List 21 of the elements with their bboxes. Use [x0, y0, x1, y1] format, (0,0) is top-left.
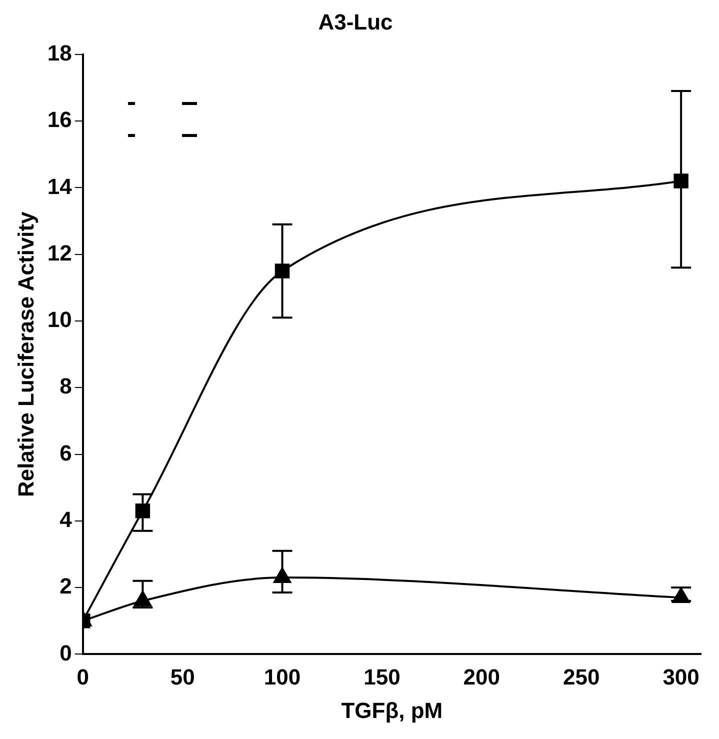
- y-tick-label: 8: [60, 374, 72, 399]
- x-tick-label: 0: [76, 664, 89, 690]
- point: [674, 174, 688, 188]
- x-tick-label: 150: [364, 664, 400, 690]
- x-tick-label: 200: [463, 664, 500, 690]
- y-tick-label: 18: [47, 40, 72, 66]
- x-tick-label: 250: [563, 664, 600, 690]
- y-tick-label: 6: [60, 440, 72, 466]
- y-tick-label: 4: [60, 506, 73, 532]
- y-tick-label: 10: [47, 307, 72, 332]
- y-tick-label: 16: [47, 107, 72, 132]
- x-tick-label: 300: [662, 664, 700, 690]
- y-tick-label: 2: [60, 574, 72, 599]
- y-tick-label: 14: [47, 174, 73, 199]
- x-tick-label: 100: [264, 664, 301, 690]
- y-tick-label: 0: [60, 640, 72, 666]
- x-tick-label: 50: [170, 664, 195, 690]
- y-tick-label: 12: [47, 240, 72, 266]
- chart-title: A3-Luc: [318, 9, 393, 34]
- y-axis-title: Relative Luciferase Activity: [13, 210, 38, 497]
- x-axis-title: TGFβ, pM: [341, 698, 443, 723]
